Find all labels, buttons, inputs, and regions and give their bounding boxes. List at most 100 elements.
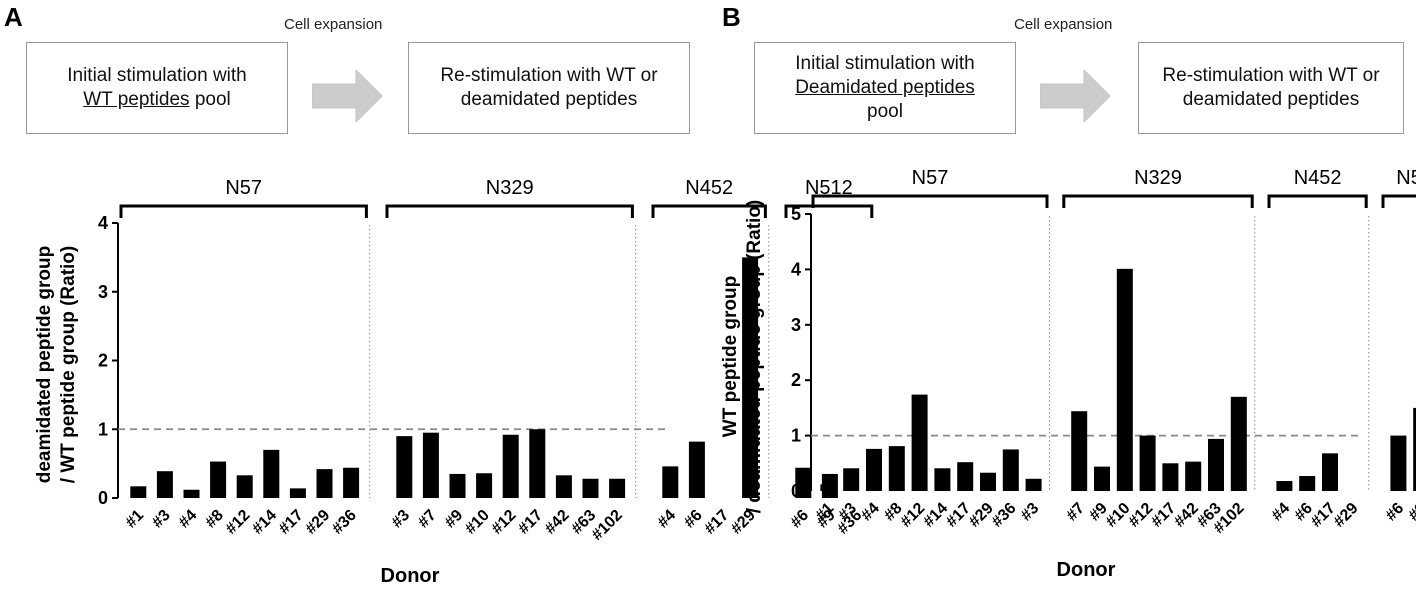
bar-N452-d4-b	[1276, 481, 1293, 491]
box1-post-a: pool	[189, 89, 231, 110]
group-bracket-N57-a	[119, 204, 368, 218]
x-tick-label-a: #10	[462, 507, 493, 538]
initial-stimulation-box-a: Initial stimulation with WT peptides poo…	[26, 42, 288, 134]
x-tick-label-a: #102	[589, 507, 626, 544]
cell-expansion-label-b: Cell expansion	[1014, 16, 1113, 33]
group-label-N57-a: N57	[225, 177, 262, 199]
bar-N57-d1-a	[130, 486, 147, 498]
x-tick-label-a: #3	[389, 507, 414, 532]
panel-label-a: A	[4, 2, 23, 32]
x-tick-label-a: #1	[123, 507, 148, 532]
group-label-N452-b: N452	[1294, 167, 1342, 189]
y-tick-label-b: 3	[791, 315, 801, 335]
bar-N452-d4-a	[662, 466, 679, 498]
bar-N329-d63-b	[1208, 438, 1224, 491]
x-tick-label-a: #12	[489, 507, 520, 538]
group-bracket-N512-b	[1381, 194, 1416, 208]
group-bracket-N452-b	[1267, 194, 1368, 208]
x-tick-label-a: #4	[176, 507, 201, 532]
bar-N329-d102-b	[1230, 396, 1247, 491]
x-tick-label-b: #4	[858, 500, 883, 525]
y-axis-title-a: deamidated peptide group	[34, 246, 55, 484]
x-tick-label-a: #17	[515, 507, 546, 538]
arrow-icon-b	[1040, 70, 1111, 122]
bar-N57-d14-a	[263, 449, 280, 498]
group-label-N57-b: N57	[912, 167, 949, 189]
bar-N329-d12-a	[502, 434, 519, 498]
bar-N329-d17-b	[1162, 463, 1179, 491]
x-tick-label-a: #36	[329, 507, 360, 538]
bar-N57-d12-a	[236, 475, 253, 498]
x-tick-label-b: #36	[989, 500, 1020, 531]
x-tick-label-b: #6	[1383, 500, 1408, 525]
box1-underlined-a: WT peptides	[83, 89, 190, 110]
y-tick-label-b: 2	[791, 370, 801, 390]
x-tick-label-b: #3	[835, 500, 860, 525]
y-axis-title-b: WT peptide group	[720, 276, 741, 437]
bar-N57-d14-b	[934, 468, 951, 491]
group-bracket-N329-a	[385, 204, 634, 218]
bar-N57-d29-a	[316, 469, 333, 498]
bar-N329-d9-b	[1094, 466, 1110, 491]
bar-N57-d8-a	[210, 461, 227, 498]
bar-N329-d7-b	[1071, 411, 1088, 491]
x-tick-label-a: #12	[223, 507, 254, 538]
x-tick-label-b: #4	[1269, 500, 1294, 525]
y-axis-title-a: / WT peptide group (Ratio)	[58, 246, 79, 483]
bar-N452-d29-a	[742, 257, 759, 498]
x-tick-label-a: #17	[276, 507, 307, 538]
bar-N57-d3-b	[1025, 478, 1042, 491]
initial-stimulation-box-b: Initial stimulation with Deamidated pept…	[754, 42, 1016, 134]
group-label-N512-a: N512	[805, 177, 853, 199]
group-bracket-N329-b	[1062, 194, 1254, 208]
box2-line1-a: Re-stimulation with WT or	[440, 65, 658, 86]
y-tick-label-a: 3	[98, 282, 108, 302]
bar-N57-d36-b	[1002, 449, 1019, 491]
box2-line2-b: deamidated peptides	[1182, 89, 1360, 110]
bar-N57-d36-a	[343, 467, 360, 498]
bar-N329-d10-a	[476, 473, 493, 498]
x-tick-label-b: #7	[1063, 500, 1088, 525]
cell-expansion-label-a: Cell expansion	[284, 16, 383, 33]
x-tick-label-b: #3	[1018, 500, 1043, 525]
y-tick-label-b: 5	[791, 204, 801, 224]
bar-N512-d6-b	[1390, 435, 1407, 491]
x-tick-label-a: #4	[655, 507, 680, 532]
bar-N329-d17-a	[529, 429, 546, 498]
bar-N57-d8-b	[888, 446, 905, 491]
y-tick-label-a: 1	[98, 419, 108, 439]
group-label-N329-a: N329	[486, 177, 534, 199]
panel-b: B Cell expansion Initial stimulation wit…	[708, 0, 1416, 590]
box1-underlined-b: Deamidated peptides	[795, 77, 975, 98]
x-tick-label-b: #1	[813, 500, 838, 525]
bar-N329-d63-a	[582, 478, 599, 498]
bar-N512-d9-b	[1413, 407, 1416, 491]
box2-line2-a: deamidated peptides	[460, 89, 638, 110]
x-axis-title-b: Donor	[1057, 559, 1116, 581]
bar-N329-d102-a	[609, 478, 626, 498]
restimulation-box-a: Re-stimulation with WT or deamidated pep…	[408, 42, 690, 134]
x-tick-label-a: #3	[149, 507, 174, 532]
bar-N57-d3-a	[156, 471, 173, 498]
bar-N452-d17-b	[1322, 453, 1338, 491]
x-tick-label-b: #29	[1331, 500, 1362, 531]
bar-N57-d3-b	[843, 468, 860, 491]
bar-N329-d12-b	[1139, 435, 1156, 491]
restimulation-box-b: Re-stimulation with WT or deamidated pep…	[1138, 42, 1404, 134]
x-tick-label-a: #7	[415, 507, 440, 532]
bar-N329-d42-a	[555, 475, 572, 498]
bar-N57-d17-a	[289, 488, 306, 498]
panel-label-b: B	[722, 2, 741, 32]
panel-a: A Cell expansion Initial stimulation wit…	[4, 2, 874, 587]
group-bracket-N512-a	[784, 204, 874, 218]
bar-N57-d1-b	[820, 484, 837, 491]
y-tick-label-b: 4	[791, 259, 801, 279]
x-tick-label-a: #29	[302, 507, 333, 538]
box1-line1-a: Initial stimulation with	[67, 65, 247, 86]
bar-N452-d6-a	[688, 441, 705, 498]
bar-N329-d7-a	[422, 432, 439, 498]
group-label-N512-b: N512	[1396, 167, 1416, 189]
bar-N452-d6-b	[1299, 476, 1316, 491]
group-label-N329-b: N329	[1134, 167, 1182, 189]
chart-a: 0 1 2 3 4 deamidated peptide group / WT peptid…	[34, 177, 874, 587]
